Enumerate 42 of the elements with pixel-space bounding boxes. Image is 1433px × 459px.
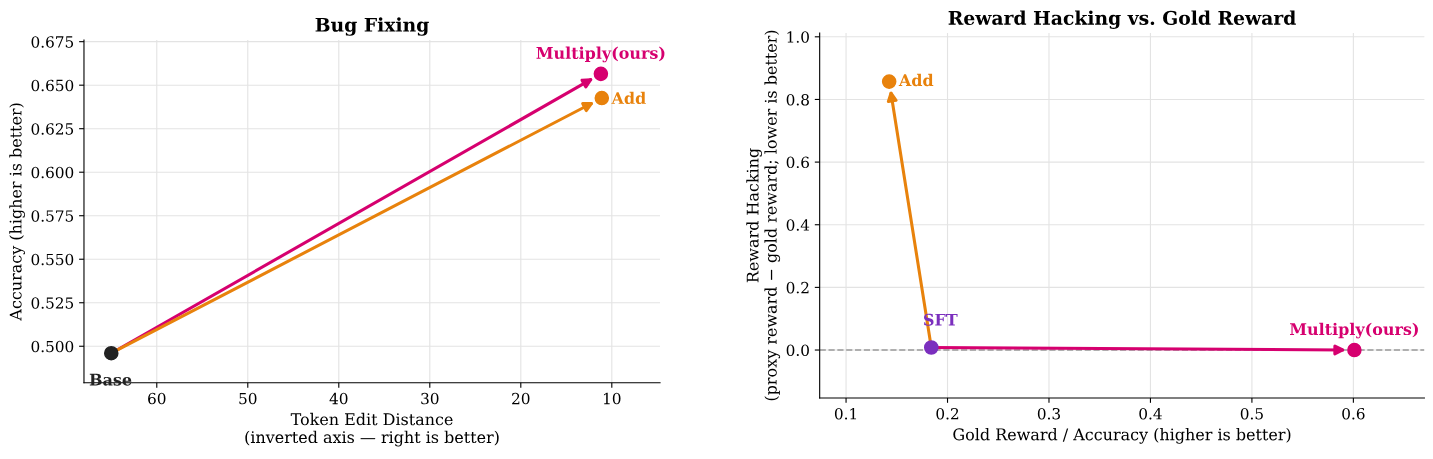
x-tick-label: 50 xyxy=(239,392,257,405)
x-tick-label: 0.6 xyxy=(1342,407,1365,420)
x-tick-label: 0.2 xyxy=(936,407,959,420)
y-tick-label: 0.8 xyxy=(786,93,809,106)
x-tick-label: 0.3 xyxy=(1037,407,1060,420)
y-tick-label: 0.4 xyxy=(786,219,810,231)
x-tick-label: 60 xyxy=(148,392,166,405)
x-tick-label: 0.1 xyxy=(834,407,857,420)
y-axis-title: Accuracy (higher is better) xyxy=(9,103,25,321)
x-tick-label: 0.5 xyxy=(1240,407,1263,420)
chart-title: Bug Fixing xyxy=(315,17,429,36)
point xyxy=(594,90,610,106)
y-axis-title: Reward Hacking (proxy reward − gold reward; lower is better) xyxy=(746,30,781,401)
point xyxy=(1347,342,1362,358)
legend-label: Add xyxy=(611,91,646,105)
point xyxy=(924,340,939,355)
y-tick-label: 0.550 xyxy=(31,253,74,266)
x-tick-label: 40 xyxy=(329,392,348,405)
y-tick-label: 0.6 xyxy=(786,156,809,169)
y-tick-label: 0.0 xyxy=(786,344,809,357)
y-tick-label: 0.2 xyxy=(786,281,809,294)
point xyxy=(103,345,119,361)
x-tick-label: 30 xyxy=(421,392,439,405)
y-tick-label: 0.675 xyxy=(31,36,74,48)
y-tick-label: 0.600 xyxy=(31,166,74,179)
series-label: Add xyxy=(898,73,934,87)
chart-title: Reward Hacking vs. Gold Reward xyxy=(948,10,1296,29)
y-tick-label: 0.525 xyxy=(31,297,74,309)
y-tick-label: 0.625 xyxy=(31,123,74,135)
x-tick-label: 0.4 xyxy=(1139,407,1162,420)
x-tick-label: 10 xyxy=(603,392,621,405)
series-label: Multiply(ours) xyxy=(1290,322,1418,339)
series-label: Multiply(ours) xyxy=(536,46,665,63)
y-tick-label: 0.500 xyxy=(31,340,74,353)
point xyxy=(593,66,609,82)
x-axis-title: Gold Reward / Accuracy (higher is better) xyxy=(953,428,1291,444)
x-axis-title: Token Edit Distance (inverted axis — right is better) xyxy=(245,412,499,447)
y-tick-label: 1.0 xyxy=(787,31,809,43)
y-tick-label: 0.650 xyxy=(31,79,74,92)
y-tick-label: 0.575 xyxy=(31,210,74,222)
x-tick-label: 20 xyxy=(512,392,530,405)
point xyxy=(881,74,897,89)
